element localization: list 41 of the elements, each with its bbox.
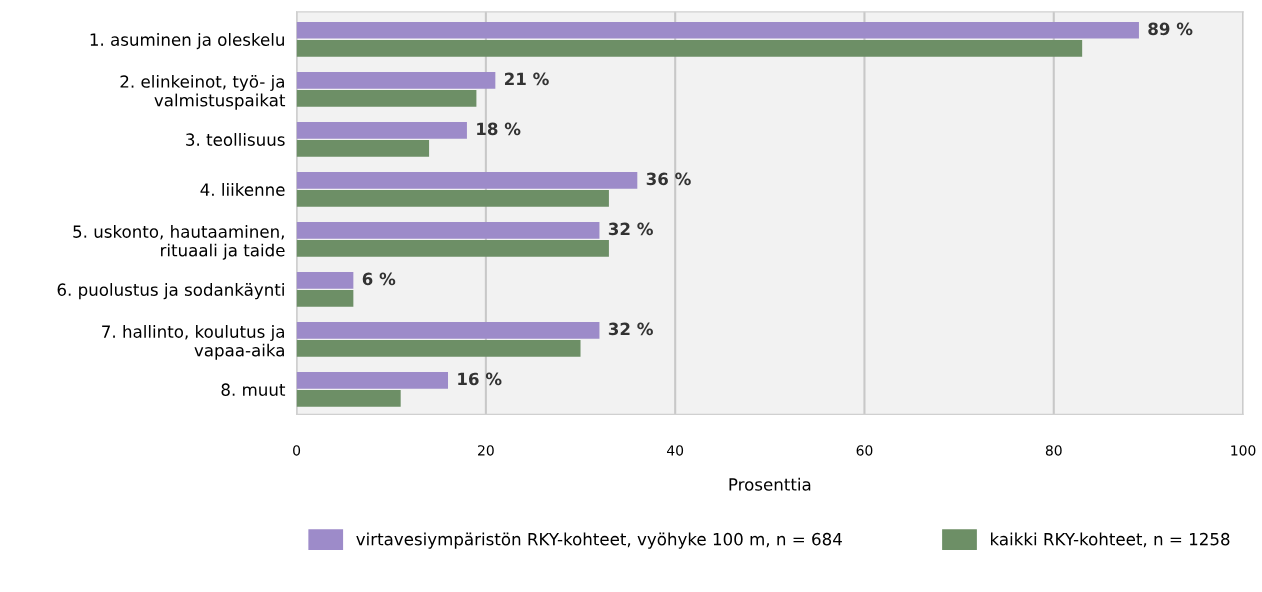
bar <box>296 40 1083 57</box>
bar <box>296 390 401 407</box>
bar <box>296 122 467 139</box>
bar <box>296 190 609 207</box>
y-tick-label: 8. muut <box>221 383 286 396</box>
y-tick-label: 7. hallinto, koulutus ja vapaa-aika <box>102 324 284 360</box>
x-tick-label: 20 <box>478 445 494 456</box>
legend-label: virtavesiympäristön RKY-kohteet, vyöhyke 100 m, n = 684 <box>356 532 842 549</box>
bar <box>296 290 354 307</box>
y-tick-label: 2. elinkeinot, työ- ja valmistuspaikat <box>120 74 286 110</box>
bar <box>296 272 354 289</box>
x-axis-title: Prosenttia <box>729 477 811 491</box>
legend-label: kaikki RKY-kohteet, n = 1258 <box>991 532 1230 548</box>
data-label: 16 % <box>458 372 502 386</box>
x-tick-label: 100 <box>1231 445 1256 456</box>
x-tick-label: 0 <box>293 445 301 456</box>
y-tick-label: 5. uskonto, hautaaminen, rituaali ja taide <box>73 224 285 260</box>
bar <box>296 322 600 339</box>
bar <box>296 240 609 257</box>
x-tick-label: 40 <box>667 445 684 456</box>
bar <box>296 140 430 157</box>
y-tick-label: 4. liikenne <box>200 183 285 196</box>
data-label: 21 % <box>504 72 549 86</box>
bar <box>296 22 1139 39</box>
data-label: 32 % <box>608 222 653 236</box>
y-tick-label: 1. asuminen ja oleskelu <box>90 33 284 50</box>
data-label: 36 % <box>646 172 691 186</box>
data-label: 89 % <box>1148 22 1193 36</box>
bar <box>296 372 449 389</box>
y-tick-label: 6. puolustus ja sodankäynti <box>57 283 284 300</box>
bar <box>296 72 496 89</box>
data-label: 6 % <box>362 272 396 286</box>
bar <box>296 222 600 239</box>
bar <box>296 90 477 107</box>
x-tick-label: 80 <box>1045 445 1062 456</box>
data-label: 32 % <box>608 322 653 336</box>
bar <box>296 172 638 189</box>
data-label: 18 % <box>477 122 521 136</box>
bar <box>296 340 581 357</box>
y-tick-label: 3. teollisuus <box>186 133 285 146</box>
x-tick-label: 60 <box>856 445 873 456</box>
